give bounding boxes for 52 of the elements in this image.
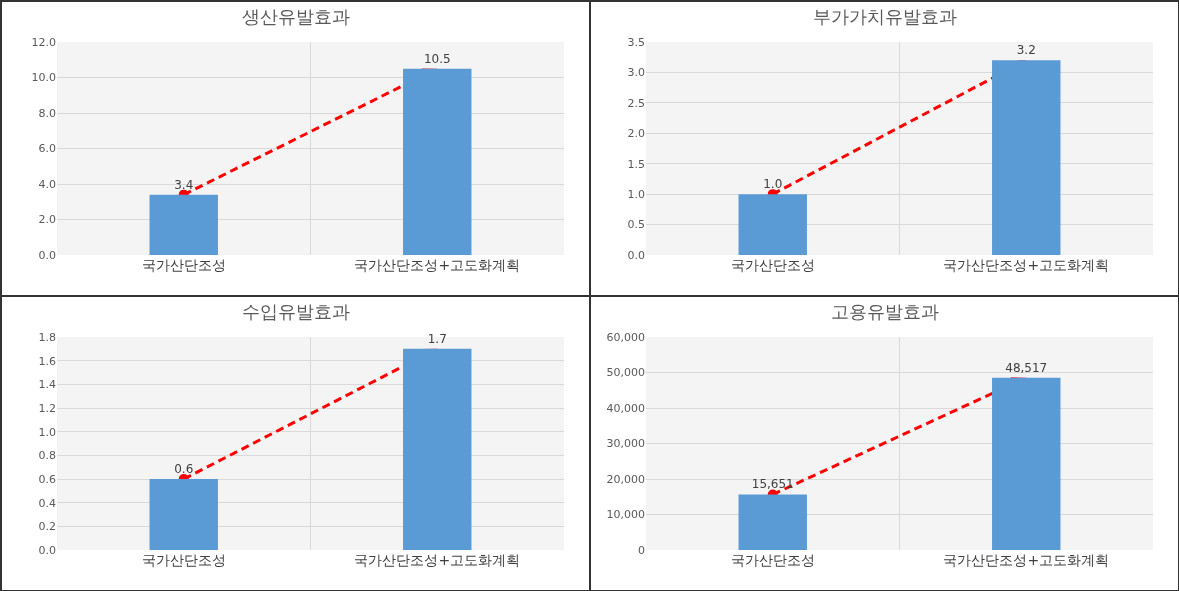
y-tick-label: 40,000 — [606, 401, 645, 415]
data-label: 1.0 — [763, 177, 783, 192]
y-tick-label: 0.0 — [627, 248, 645, 262]
y-tick-label: 4.0 — [38, 177, 56, 191]
data-label: 15,651 — [751, 477, 794, 492]
x-tick-label: 국가산단조성 — [730, 552, 815, 568]
y-tick-label: 0.8 — [38, 449, 56, 463]
y-tick-label: 1.6 — [38, 354, 56, 368]
y-tick-label: 1.2 — [38, 401, 56, 415]
y-tick-label: 1.8 — [38, 330, 56, 344]
y-tick-label: 8.0 — [38, 106, 56, 120]
y-tick-label: 10.0 — [31, 71, 56, 85]
y-tick-label: 0.6 — [38, 472, 56, 486]
y-tick-label: 1.0 — [627, 187, 645, 201]
x-tick-label: 국가산단조성+고도화계획 — [354, 257, 521, 273]
x-tick-label: 국가산단조성+고도화계획 — [943, 257, 1110, 273]
y-tick-label: 12.0 — [31, 35, 56, 49]
y-tick-label: 0.5 — [627, 218, 645, 232]
y-tick-label: 1.5 — [627, 157, 645, 171]
x-tick-label: 국가산단조성 — [730, 257, 815, 273]
chart-title: 수입유발효과 — [241, 301, 350, 323]
chart-title: 부가가치유발효과 — [812, 6, 957, 28]
x-tick-label: 국가산단조성 — [141, 552, 226, 568]
y-tick-label: 1.0 — [38, 425, 56, 439]
y-tick-label: 10,000 — [606, 508, 645, 522]
y-tick-label: 3.5 — [627, 35, 645, 49]
data-label: 10.5 — [423, 51, 451, 66]
y-tick-label: 2.0 — [38, 213, 56, 227]
data-label: 1.7 — [427, 331, 447, 346]
x-tick-label: 국가산단조성+고도화계획 — [943, 552, 1110, 568]
data-label: 48,517 — [1005, 360, 1048, 375]
x-tick-label: 국가산단조성+고도화계획 — [354, 552, 521, 568]
y-tick-label: 6.0 — [38, 142, 56, 156]
y-tick-label: 30,000 — [606, 437, 645, 451]
chart-title: 고용유발효과 — [830, 301, 939, 323]
chart-title: 생산유발효과 — [241, 6, 350, 28]
x-tick-label: 국가산단조성 — [141, 257, 226, 273]
y-tick-label: 3.0 — [627, 66, 645, 80]
data-label: 3.4 — [174, 177, 194, 192]
y-tick-label: 0.2 — [38, 520, 56, 534]
y-tick-label: 1.4 — [38, 378, 56, 392]
y-tick-label: 0.0 — [38, 248, 56, 262]
y-tick-label: 20,000 — [606, 472, 645, 486]
y-tick-label: 2.0 — [627, 127, 645, 141]
y-tick-label: 0 — [638, 543, 645, 557]
y-tick-label: 50,000 — [606, 366, 645, 380]
y-tick-label: 0.4 — [38, 496, 56, 510]
y-tick-label: 2.5 — [627, 96, 645, 110]
y-tick-label: 60,000 — [606, 330, 645, 344]
data-label: 0.6 — [174, 462, 194, 476]
data-label: 3.2 — [1016, 43, 1036, 58]
y-tick-label: 0.0 — [38, 543, 56, 557]
